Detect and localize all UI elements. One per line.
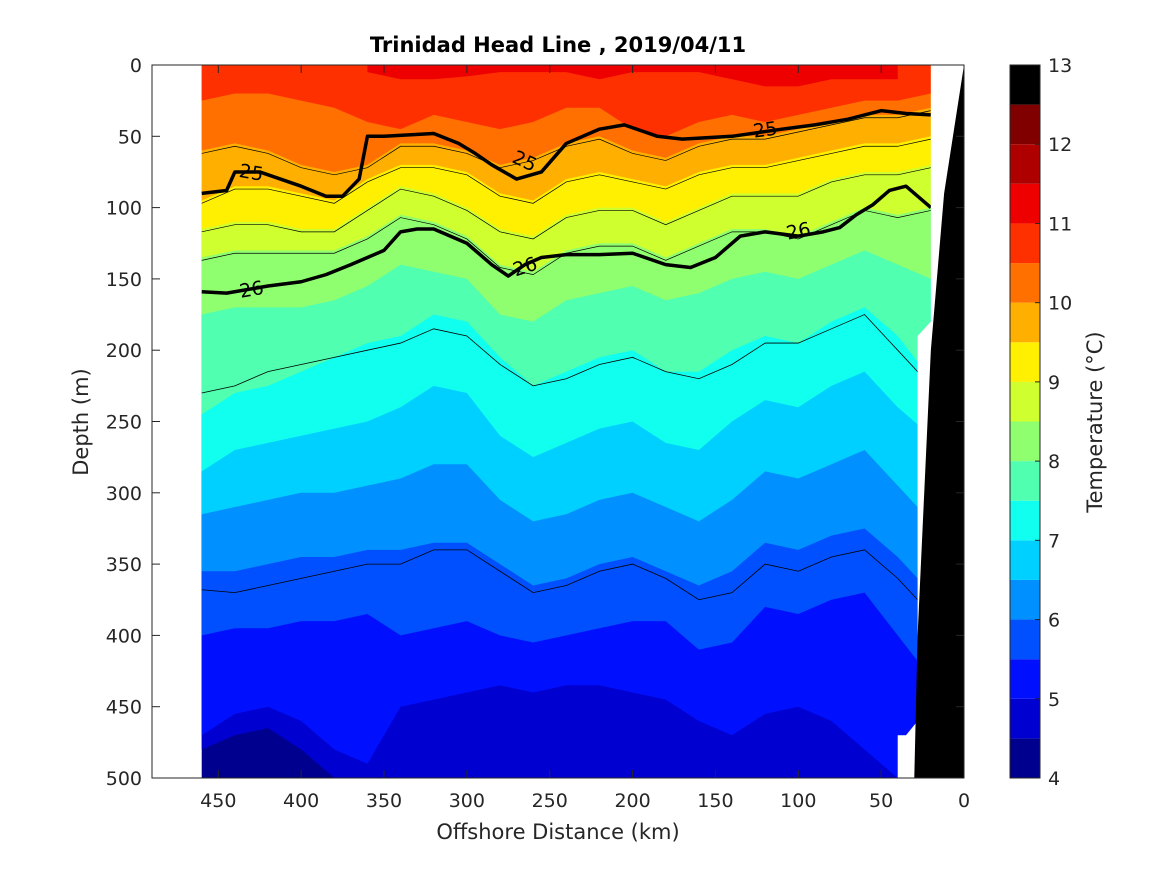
band-fill-12 [367,65,898,87]
colorbar-segment [1010,659,1040,699]
density-contour-25 [201,108,931,198]
colorbar: 4 5 6 7 8 9 10 11 12 13 [1009,55,1072,790]
x-tick-label: 300 [449,790,485,812]
x-tick-label: 150 [697,790,733,812]
colorbar-tick-label: 8 [1048,451,1060,473]
contour-label-group-3: 26 [238,277,266,303]
colorbar-tick-label: 6 [1048,610,1060,632]
x-tick-label: 50 [869,790,893,812]
thin-contour-1 [201,549,932,615]
colorbar-segment [1010,144,1040,184]
y-tick-label: 400 [106,625,142,647]
contour-label: 26 [784,218,812,245]
colorbar-segment [1010,104,1040,145]
x-axis: 450 400 350 300 250 200 150 100 50 0 [200,65,970,812]
y-axis-label: Depth (m) [69,368,93,475]
y-tick-label: 50 [118,126,142,148]
y-tick-label: 500 [106,768,142,790]
bathymetry-black [914,65,964,778]
x-tick-label: 350 [366,790,402,812]
colorbar-segment [1010,579,1040,620]
colorbar-segment [1010,342,1040,382]
x-tick-label: 100 [780,790,816,812]
colorbar-segment [1010,698,1040,739]
y-tick-label: 100 [106,198,142,220]
x-tick-label: 450 [200,790,236,812]
colorbar-tick-label: 10 [1048,293,1072,315]
contour-label: 25 [237,160,265,186]
x-tick-label: 400 [283,790,319,812]
x-tick-label: 200 [614,790,650,812]
y-tick-label: 200 [106,340,142,362]
y-axis: 0 50 100 150 200 250 300 350 400 450 500 [106,55,964,790]
colorbar-segment [1010,461,1040,501]
colorbar-segment [1010,381,1040,422]
colorbar-tick-label: 4 [1048,768,1060,790]
colorbar-tick-label: 9 [1048,372,1060,394]
x-axis-label: Offshore Distance (km) [436,820,679,844]
thin-isoline-1 [201,138,931,204]
colorbar-segment [1010,500,1040,541]
x-tick-label: 0 [958,790,970,812]
colorbar-tick-label: 12 [1048,134,1072,156]
y-tick-label: 300 [106,483,142,505]
density-contour-26 [201,184,932,295]
contour-label-group-0: 25 [237,160,265,186]
y-tick-label: 450 [106,697,142,719]
band-fill-11 [201,65,931,137]
x-tick-label: 250 [532,790,568,812]
chart-title: Trinidad Head Line , 2019/04/11 [370,33,746,57]
colorbar-segment [1010,421,1040,462]
colorbar-segment [1010,65,1040,105]
colorbar-label: Temperature (°C) [1083,331,1107,513]
contour-label: 26 [238,277,266,303]
contour-label-group-2: 25 [752,118,779,143]
thin-isoline-2 [201,167,931,240]
y-tick-label: 0 [130,55,142,77]
colorbar-segment [1010,619,1040,660]
colorbar-frame [1009,64,1041,779]
contour-label-group-5: 26 [784,218,812,245]
colorbar-tick-label: 7 [1048,530,1060,552]
thin-isoline-0 [201,110,931,176]
colorbar-segment [1010,540,1040,580]
y-tick-label: 250 [106,412,142,434]
colorbar-segment [1010,223,1040,264]
colorbar-segment [1010,302,1040,343]
colorbar-segment [1010,263,1040,303]
y-tick-label: 350 [106,554,142,576]
colorbar-tick-label: 13 [1048,55,1072,77]
colorbar-segment [1010,183,1040,224]
colorbar-tick-label: 5 [1048,689,1060,711]
colorbar-segment [1010,738,1040,778]
contour-label: 25 [752,118,779,143]
colorbar-tick-label: 11 [1048,213,1072,235]
thin-contour-0 [201,314,932,394]
y-tick-label: 150 [106,269,142,291]
